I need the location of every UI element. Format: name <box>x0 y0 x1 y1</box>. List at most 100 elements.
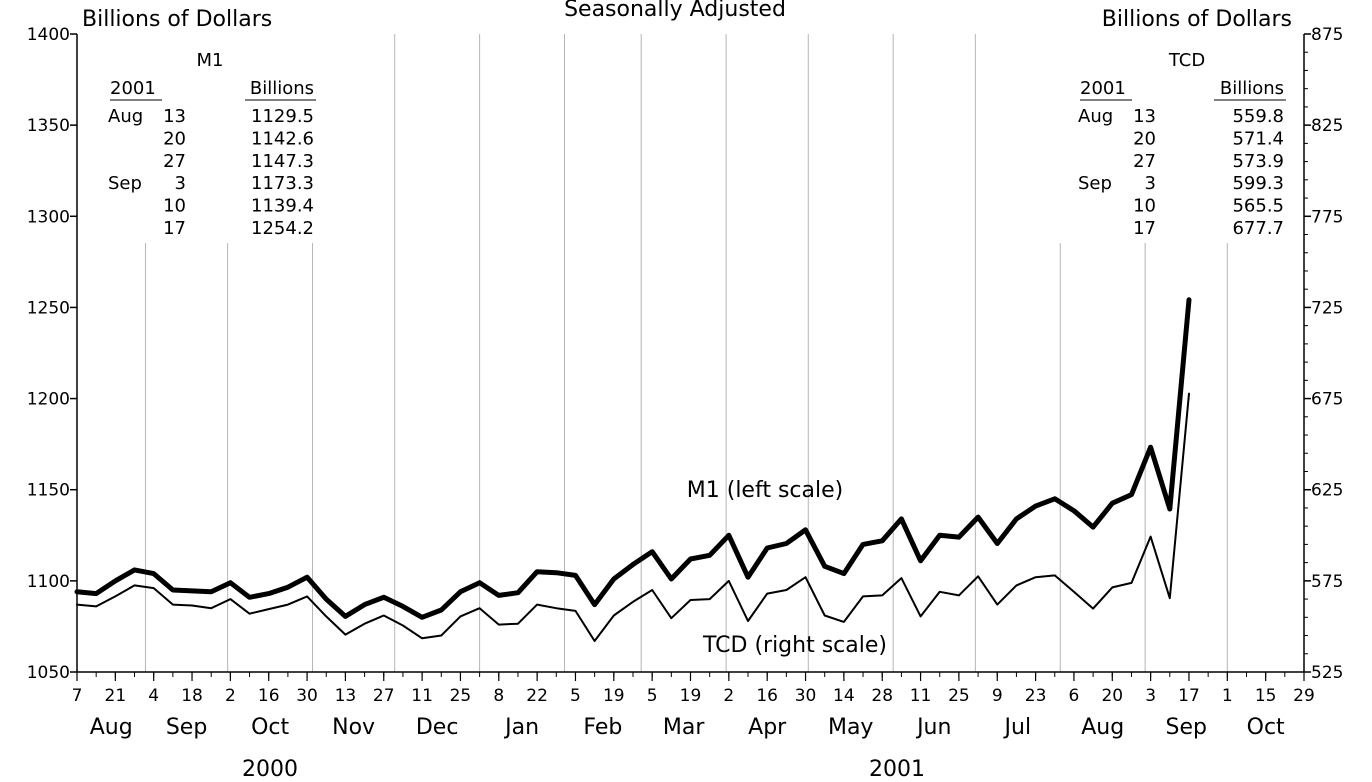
inset-row-value: 1173.3 <box>251 173 314 194</box>
x-day-label: 8 <box>493 686 504 706</box>
x-month-label: Sep <box>1165 715 1206 740</box>
x-month-label: Jul <box>1003 715 1032 740</box>
inset-row-value: 1147.3 <box>251 151 314 172</box>
inset-table-title: TCD <box>1168 50 1205 71</box>
right-y-tick-label: 775 <box>1311 207 1343 227</box>
x-month-label: May <box>828 715 873 740</box>
inset-row-month: Sep <box>108 173 142 194</box>
x-month-label: Jan <box>503 715 539 740</box>
x-month-label: Oct <box>251 715 289 740</box>
x-day-label: 11 <box>411 686 433 706</box>
inset-row-day: 10 <box>163 196 186 217</box>
left-y-tick-label: 1250 <box>27 298 70 318</box>
x-day-label: 13 <box>335 686 357 706</box>
x-day-label: 19 <box>680 686 702 706</box>
x-day-label: 22 <box>526 686 548 706</box>
right-y-tick-label: 875 <box>1311 25 1343 45</box>
m1-series-line <box>74 297 1192 620</box>
inset-row-day: 17 <box>1133 218 1156 239</box>
left-y-tick-label: 1350 <box>27 116 70 136</box>
inset-row-value: 573.9 <box>1232 151 1284 172</box>
right-axis-title: Billions of Dollars <box>1102 7 1292 32</box>
right-y-tick-label: 825 <box>1311 116 1343 136</box>
x-day-label: 14 <box>833 686 855 706</box>
x-day-label: 17 <box>1178 686 1200 706</box>
left-y-tick-label: 1200 <box>27 390 70 410</box>
left-axis-title: Billions of Dollars <box>82 7 272 32</box>
inset-row-month: Sep <box>1078 173 1112 194</box>
inset-row-day: 27 <box>163 151 186 172</box>
inset-row-day: 13 <box>1133 106 1156 127</box>
x-month-label: Nov <box>332 715 375 740</box>
inset-row-value: 1139.4 <box>251 196 314 217</box>
x-day-label: 21 <box>105 686 127 706</box>
x-day-label: 25 <box>948 686 970 706</box>
chart-title: Seasonally Adjusted <box>564 0 786 22</box>
x-day-label: 27 <box>373 686 395 706</box>
x-month-label: Aug <box>1081 715 1124 740</box>
inset-row-value: 1129.5 <box>251 106 314 127</box>
x-day-label: 6 <box>1069 686 1080 706</box>
inset-row-day: 20 <box>163 128 186 149</box>
x-day-label: 16 <box>756 686 778 706</box>
x-day-label: 20 <box>1101 686 1123 706</box>
left-y-tick-label: 1100 <box>27 572 70 592</box>
x-day-label: 2 <box>225 686 236 706</box>
x-day-label: 4 <box>148 686 159 706</box>
inset-row-value: 677.7 <box>1232 218 1284 239</box>
x-day-label: 16 <box>258 686 280 706</box>
left-y-tick-label: 1400 <box>27 25 70 45</box>
x-month-label: Feb <box>583 715 622 740</box>
inset-row-day: 3 <box>1145 173 1156 194</box>
tcd-series-label: TCD (right scale) <box>702 633 887 658</box>
right-y-tick-label: 725 <box>1311 298 1343 318</box>
x-day-label: 3 <box>1145 686 1156 706</box>
x-day-label: 9 <box>992 686 1003 706</box>
x-day-label: 30 <box>795 686 817 706</box>
x-day-label: 5 <box>570 686 581 706</box>
inset-row-month: Aug <box>108 106 143 127</box>
x-month-label: Oct <box>1247 715 1285 740</box>
inset-col-value: Billions <box>1220 78 1284 99</box>
inset-row-day: 13 <box>163 106 186 127</box>
left-y-tick-label: 1300 <box>27 207 70 227</box>
x-year-label: 2001 <box>869 757 925 782</box>
inset-row-day: 3 <box>175 173 186 194</box>
x-year-label: 2000 <box>242 757 298 782</box>
inset-row-month: Aug <box>1078 106 1113 127</box>
inset-row-value: 565.5 <box>1232 196 1284 217</box>
inset-row-value: 1142.6 <box>251 128 314 149</box>
inset-col-date: 2001 <box>110 78 156 99</box>
x-day-label: 23 <box>1025 686 1047 706</box>
x-day-label: 29 <box>1293 686 1315 706</box>
x-day-label: 19 <box>603 686 625 706</box>
left-y-tick-label: 1050 <box>27 663 70 683</box>
left-y-tick-label: 1150 <box>27 481 70 501</box>
tcd-series-line <box>76 392 1190 642</box>
x-day-label: 18 <box>181 686 203 706</box>
inset-row-value: 1254.2 <box>251 218 314 239</box>
inset-row-day: 17 <box>163 218 186 239</box>
inset-row-value: 571.4 <box>1232 128 1284 149</box>
right-y-tick-label: 675 <box>1311 390 1343 410</box>
x-month-label: Aug <box>90 715 133 740</box>
inset-row-value: 559.8 <box>1232 106 1284 127</box>
x-month-label: Sep <box>166 715 207 740</box>
inset-row-day: 10 <box>1133 196 1156 217</box>
x-day-label: 1 <box>1222 686 1233 706</box>
x-month-label: Jun <box>915 715 951 740</box>
m1-inset-table: M1 2001 Billions Aug 13 1129.5 20 1142.6 27 1147.… <box>108 50 316 239</box>
x-day-label: 5 <box>647 686 658 706</box>
tcd-inset-table: TCD 2001 Billions Aug 13 559.8 20 571.4 27 573.9 S… <box>1078 50 1286 239</box>
right-y-tick-label: 575 <box>1311 572 1343 592</box>
x-day-label: 15 <box>1255 686 1277 706</box>
inset-row-day: 27 <box>1133 151 1156 172</box>
x-month-label: Mar <box>663 715 705 740</box>
m1-series-label: M1 (left scale) <box>687 478 843 503</box>
right-y-tick-label: 625 <box>1311 481 1343 501</box>
x-day-label: 30 <box>296 686 318 706</box>
inset-col-value: Billions <box>250 78 314 99</box>
x-day-label: 25 <box>450 686 472 706</box>
x-day-label: 28 <box>871 686 893 706</box>
inset-row-value: 599.3 <box>1232 173 1284 194</box>
